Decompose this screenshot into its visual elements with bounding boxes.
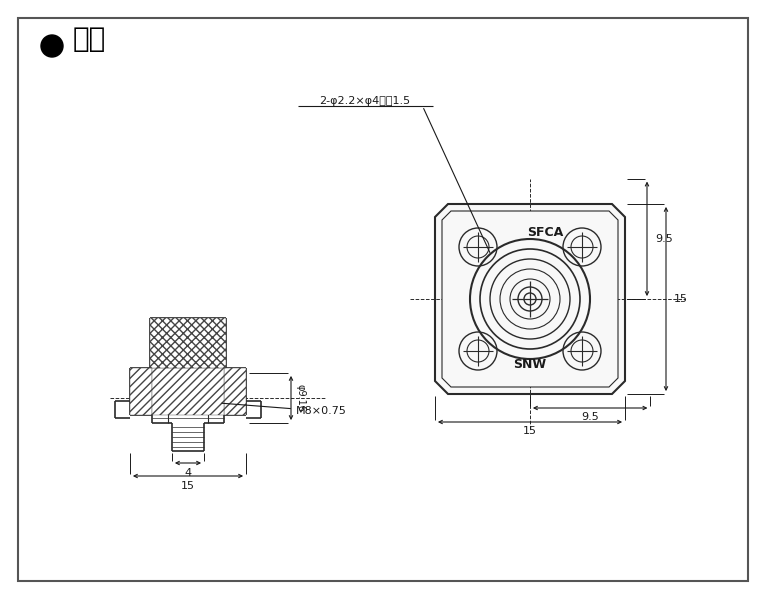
Polygon shape	[435, 204, 625, 394]
Circle shape	[41, 35, 63, 57]
Text: φ9.16: φ9.16	[295, 384, 305, 412]
Bar	[130, 368, 152, 415]
Text: M8×0.75: M8×0.75	[222, 403, 347, 416]
Text: 4: 4	[184, 468, 191, 478]
Text: 2-φ2.2×φ4深た1.5: 2-φ2.2×φ4深た1.5	[319, 96, 411, 106]
Text: 15: 15	[674, 294, 688, 304]
Bar	[150, 318, 226, 368]
Text: 15: 15	[181, 481, 195, 491]
Bar	[224, 368, 246, 415]
Text: 15: 15	[523, 426, 537, 436]
Text: SFCA: SFCA	[527, 226, 563, 240]
Text: 寸法: 寸法	[73, 25, 106, 53]
Text: SNW: SNW	[514, 358, 547, 371]
Bar	[152, 368, 224, 415]
Text: 9.5: 9.5	[655, 234, 673, 244]
Text: 9.5: 9.5	[581, 412, 599, 422]
Polygon shape	[442, 211, 618, 387]
